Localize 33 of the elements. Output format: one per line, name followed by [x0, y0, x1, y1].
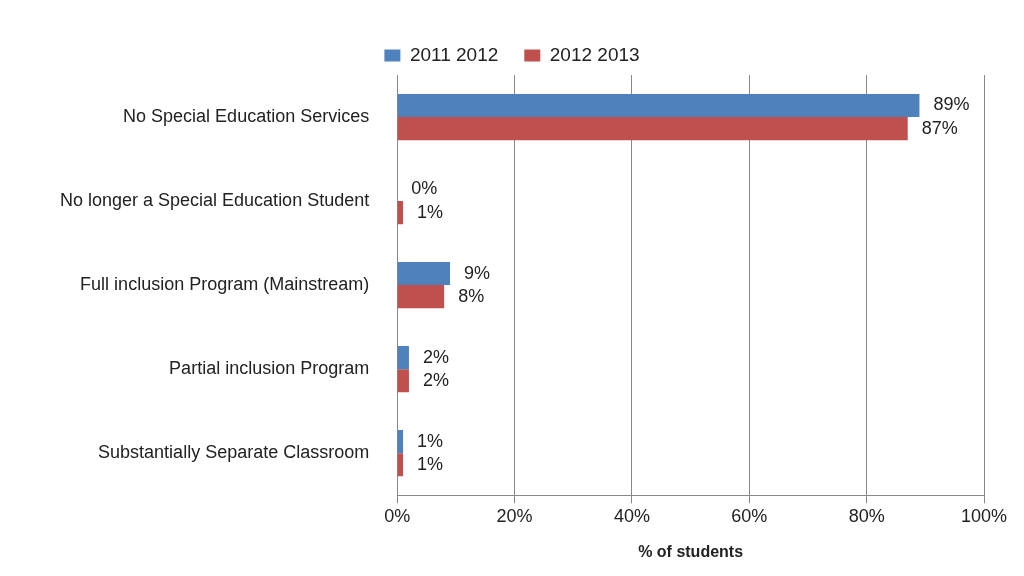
x-tick-label: 0%: [384, 505, 411, 526]
bar: [397, 285, 445, 309]
bar: [397, 201, 404, 225]
bar: [397, 369, 409, 393]
x-tick-label: 60%: [731, 505, 768, 526]
bar: [397, 93, 920, 118]
bar: [397, 430, 404, 454]
x-tick-label: 80%: [848, 505, 885, 526]
x-axis-title: % of students: [638, 542, 744, 560]
data-label: 0%: [411, 178, 438, 199]
data-label: 1%: [417, 430, 444, 451]
data-label: 9%: [464, 262, 491, 283]
legend-label: 2011 2012: [409, 43, 499, 65]
y-tick-label: Substantially Separate Classroom: [98, 442, 370, 463]
data-label: 2%: [422, 369, 449, 390]
data-label: 8%: [458, 285, 485, 306]
data-label: 1%: [417, 201, 444, 222]
y-tick-label: Partial inclusion Program: [169, 358, 370, 379]
data-label: 89%: [933, 94, 970, 115]
bar: [397, 346, 409, 370]
x-tick-label: 100%: [960, 505, 1008, 526]
data-label: 1%: [417, 453, 444, 474]
y-tick-label: No Special Education Services: [123, 105, 370, 126]
legend-label: 2012 2013: [549, 43, 640, 65]
y-tick-label: No longer a Special Education Student: [59, 190, 370, 211]
x-tick-label: 20%: [496, 505, 533, 526]
bar: [397, 453, 404, 477]
y-tick-label: Full inclusion Program (Mainstream): [80, 274, 370, 295]
bar: [397, 117, 908, 141]
x-tick-label: 40%: [613, 505, 650, 526]
data-label: 87%: [921, 117, 958, 138]
data-label: 2%: [422, 346, 449, 367]
bar: [397, 261, 451, 286]
